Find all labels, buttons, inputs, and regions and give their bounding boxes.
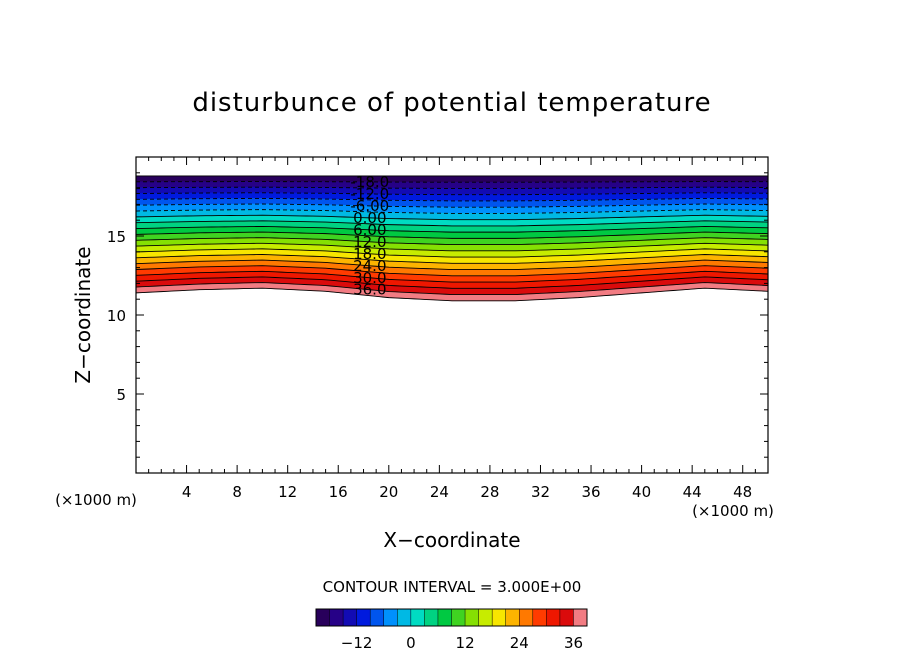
contour-line [136,242,768,252]
contour-label: 36.0 [353,281,386,299]
colorbar-tick-label: 12 [456,634,475,652]
x-tick-label: 48 [733,483,752,501]
colorbar-swatch [532,609,547,626]
contour-label: 12.0 [353,233,386,251]
contour-line [136,203,768,208]
contour-line [136,237,768,246]
contour-lines [136,175,768,302]
colorbar-tick-label: 0 [406,634,416,652]
contour-line [136,254,768,264]
colorbar-swatch [329,609,344,626]
contour-line [136,209,768,214]
colorbar-swatch [519,609,534,626]
colorbar-swatch [410,609,425,626]
x-tick-label: 40 [632,483,651,501]
colorbar-swatch [397,609,412,626]
colorbar-swatch [559,609,574,626]
contour-label: 18.0 [353,245,386,263]
y-tick-label: 5 [116,386,126,404]
colorbar-swatch [343,609,357,626]
chart-title: disturbunce of potential temperature [192,88,711,118]
x-axis-label: X−coordinate [383,528,520,552]
colorbar-swatch [370,609,385,626]
y-tick-labels: 5 10 15 [107,228,126,404]
contour-label: -6.00 [350,197,389,215]
contour-line [136,265,768,277]
contour-line [136,231,768,239]
x-tick-label: 32 [531,483,550,501]
contour-label: -12.0 [350,185,389,203]
contour-label: 30.0 [353,269,386,287]
contour-line [136,186,768,189]
y-tick-label: 10 [107,307,126,325]
x-tick-labels: 4 8 12 16 20 24 28 32 36 40 44 48 [182,483,752,501]
colorbar-swatch [492,609,506,626]
colorbar-swatch [383,609,398,626]
axis-ticks [136,157,768,473]
colorbar-swatch [451,609,466,626]
colorbar-swatch [437,609,452,626]
x-tick-label: 44 [683,483,702,501]
contour-line [136,248,768,258]
x-unit-left: (×1000 m) [55,491,137,509]
contour-line [136,270,768,283]
x-tick-label: 12 [278,483,297,501]
contour-line [136,282,768,295]
colorbar-swatch [316,609,330,626]
contour-line [136,197,768,202]
contour-label: 0.00 [353,209,386,227]
x-tick-label: 36 [581,483,600,501]
colorbar-swatch [505,609,520,626]
colorbar-swatch [424,609,439,626]
contour-line [136,287,768,302]
contour-line [136,214,768,221]
contour-labels: -18.0-12.0-6.000.006.0012.018.024.030.03… [350,173,389,299]
contour-line [136,192,768,196]
contour-label: 24.0 [353,257,386,275]
x-tick-label: 24 [430,483,449,501]
y-axis-label: Z−coordinate [71,246,95,383]
contour-line [136,259,768,271]
x-tick-label: 4 [182,483,192,501]
colorbar-tick-label: 24 [510,634,529,652]
x-tick-label: 20 [379,483,398,501]
contour-line [136,220,768,227]
colorbar-tick-label: 36 [564,634,583,652]
contour-line [136,181,768,183]
contour-line [136,225,768,233]
contour-interval-text: CONTOUR INTERVAL = 3.000E+00 [323,578,582,596]
contour-label: 6.00 [353,221,386,239]
colorbar-swatch [356,609,371,626]
colorbar-frame [315,608,588,627]
colorbar-swatch [478,609,493,626]
x-unit-right: (×1000 m) [692,502,774,520]
colorbar-swatch [546,609,561,626]
colorbar-swatch [573,609,588,626]
colorbar-swatch [465,609,479,626]
x-tick-label: 28 [480,483,499,501]
colorbar [316,609,588,626]
contour-line [136,276,768,289]
x-tick-label: 16 [329,483,348,501]
colorbar-tick-label: −12 [341,634,373,652]
colorbar-tick-labels: −12 0 12 24 36 [341,634,583,652]
y-tick-label: 15 [107,228,126,246]
contour-label: -18.0 [350,173,389,191]
x-tick-label: 8 [232,483,242,501]
